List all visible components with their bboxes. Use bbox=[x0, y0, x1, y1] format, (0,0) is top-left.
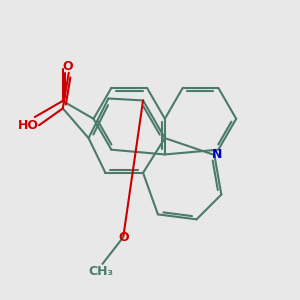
Text: O: O bbox=[62, 60, 73, 73]
Text: N: N bbox=[212, 148, 223, 161]
Text: HO: HO bbox=[18, 119, 39, 132]
Text: CH₃: CH₃ bbox=[88, 265, 113, 278]
Text: O: O bbox=[118, 231, 129, 244]
